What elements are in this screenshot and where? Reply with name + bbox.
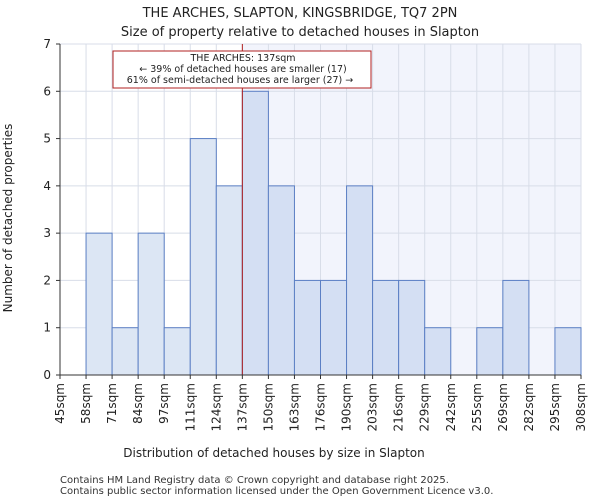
- x-tick-label: 163sqm: [287, 383, 301, 431]
- y-tick-label: 7: [43, 37, 51, 51]
- y-tick-label: 3: [43, 226, 51, 240]
- x-tick-label: 84sqm: [131, 383, 145, 424]
- x-tick-label: 295sqm: [548, 383, 562, 431]
- bar-216sqm: [398, 279, 426, 376]
- chart-subtitle: Size of property relative to detached ho…: [121, 25, 479, 40]
- x-tick-label: 111sqm: [183, 383, 197, 431]
- bar-163sqm: [293, 279, 322, 376]
- footer-line-1: Contains HM Land Registry data © Crown c…: [60, 475, 449, 486]
- x-axis-label: Distribution of detached houses by size …: [123, 446, 424, 460]
- bar-97sqm: [163, 327, 191, 376]
- bar-269sqm: [502, 279, 530, 376]
- bar-58sqm: [85, 232, 113, 376]
- x-tick-label: 58sqm: [79, 383, 93, 424]
- bar-137sqm: [241, 90, 269, 376]
- x-tick-label: 190sqm: [340, 383, 354, 431]
- annotation-line-3: 61% of semi-detached houses are larger (…: [127, 75, 354, 86]
- x-tick-label: 45sqm: [53, 383, 67, 424]
- x-tick-label: 242sqm: [444, 383, 458, 431]
- bar-111sqm: [189, 138, 217, 376]
- bar-84sqm: [137, 232, 165, 376]
- bar-190sqm: [346, 185, 374, 376]
- axis-layer: 0 1 2 3 4 5 6 7 45sqm 58sqm 71sqm 84sqm 97sqm 111sqm 1…: [43, 37, 588, 431]
- x-tick-label: 176sqm: [314, 383, 328, 431]
- footer-line-2: Contains public sector information licen…: [60, 486, 493, 497]
- y-tick-label: 4: [43, 179, 51, 193]
- y-tick-label: 1: [43, 321, 51, 335]
- x-tick-label: 97sqm: [157, 383, 171, 424]
- bar-71sqm: [111, 327, 139, 376]
- y-tick-label: 6: [43, 84, 51, 98]
- y-tick-label: 2: [43, 273, 51, 287]
- x-tick-label: 203sqm: [366, 383, 380, 431]
- annotation-line-1: THE ARCHES: 137sqm: [190, 53, 296, 64]
- x-tick-label: 150sqm: [261, 383, 275, 431]
- x-tick-label: 71sqm: [105, 383, 119, 424]
- x-tick-label: 255sqm: [470, 383, 484, 431]
- annotation-line-2: ← 39% of detached houses are smaller (17…: [139, 64, 346, 75]
- x-tick-label: 308sqm: [574, 383, 588, 431]
- x-tick-label: 229sqm: [418, 383, 432, 431]
- y-tick-label: 5: [43, 132, 51, 146]
- x-tick-label: 282sqm: [522, 383, 536, 431]
- annotation-box: THE ARCHES: 137sqm ← 39% of detached hou…: [112, 50, 372, 89]
- bar-150sqm: [267, 185, 295, 376]
- bar-229sqm: [424, 327, 452, 376]
- bar-176sqm: [320, 279, 348, 376]
- x-tick-label: 269sqm: [496, 383, 510, 431]
- bars-layer: [85, 90, 582, 376]
- chart-title: THE ARCHES, SLAPTON, KINGSBRIDGE, TQ7 2P…: [142, 6, 458, 21]
- bar-124sqm: [215, 185, 243, 376]
- bar-295sqm: [554, 327, 582, 376]
- x-tick-label: 216sqm: [392, 383, 406, 431]
- x-tick-label: 124sqm: [209, 383, 223, 431]
- bar-203sqm: [372, 279, 400, 376]
- x-tick-label: 137sqm: [235, 383, 249, 431]
- y-axis-label: Number of detached properties: [1, 124, 15, 313]
- bar-255sqm: [476, 327, 504, 376]
- y-tick-label: 0: [43, 368, 51, 382]
